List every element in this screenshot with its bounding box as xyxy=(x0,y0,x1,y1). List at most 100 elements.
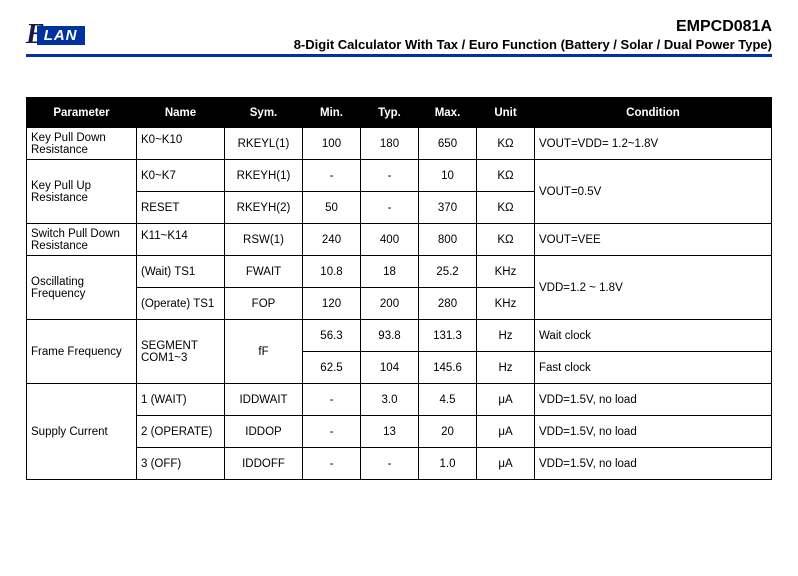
cell-name: SEGMENT COM1~3 xyxy=(137,320,225,384)
cell-typ: 104 xyxy=(361,352,419,384)
tagline: 8-Digit Calculator With Tax / Euro Funct… xyxy=(93,37,772,52)
header-titles: EMPCD081A 8-Digit Calculator With Tax / … xyxy=(93,18,772,52)
cell-unit: KHz xyxy=(477,256,535,288)
cell-min: - xyxy=(303,416,361,448)
cell-cond: Fast clock xyxy=(535,352,772,384)
cell-name: (Wait) TS1 xyxy=(137,256,225,288)
cell-cond: VDD=1.5V, no load xyxy=(535,384,772,416)
cell-max: 800 xyxy=(419,224,477,256)
cell-min: 10.8 xyxy=(303,256,361,288)
cell-unit: KΩ xyxy=(477,192,535,224)
logo-block-text: LAN xyxy=(37,26,85,45)
cell-typ: 180 xyxy=(361,128,419,160)
spec-table: Parameter Name Sym. Min. Typ. Max. Unit … xyxy=(26,97,772,480)
cell-min: 50 xyxy=(303,192,361,224)
cell-name: (Operate) TS1 xyxy=(137,288,225,320)
th-max: Max. xyxy=(419,98,477,128)
cell-sym: RKEYL(1) xyxy=(225,128,303,160)
cell-sym: IDDWAIT xyxy=(225,384,303,416)
cell-max: 145.6 xyxy=(419,352,477,384)
cell-typ: 13 xyxy=(361,416,419,448)
cell-param: Supply Current xyxy=(27,384,137,480)
cell-name: 1 (WAIT) xyxy=(137,384,225,416)
cell-cond: VOUT=VDD= 1.2~1.8V xyxy=(535,128,772,160)
cell-unit: μA xyxy=(477,448,535,480)
cell-param: Frame Frequency xyxy=(27,320,137,384)
cell-param: Key Pull Up Resistance xyxy=(27,160,137,224)
th-condition: Condition xyxy=(535,98,772,128)
table-row: Oscillating Frequency (Wait) TS1 FWAIT 1… xyxy=(27,256,772,288)
cell-max: 25.2 xyxy=(419,256,477,288)
cell-name: K0~K10 xyxy=(137,128,225,160)
cell-max: 650 xyxy=(419,128,477,160)
cell-min: 56.3 xyxy=(303,320,361,352)
cell-min: - xyxy=(303,384,361,416)
th-unit: Unit xyxy=(477,98,535,128)
cell-cond: Wait clock xyxy=(535,320,772,352)
cell-min: 62.5 xyxy=(303,352,361,384)
cell-typ: 200 xyxy=(361,288,419,320)
page-header: E LAN EMPCD081A 8-Digit Calculator With … xyxy=(26,18,772,57)
cell-unit: μA xyxy=(477,384,535,416)
cell-unit: KΩ xyxy=(477,224,535,256)
cell-param: Switch Pull Down Resistance xyxy=(27,224,137,256)
table-header-row: Parameter Name Sym. Min. Typ. Max. Unit … xyxy=(27,98,772,128)
cell-typ: - xyxy=(361,192,419,224)
cell-unit: μA xyxy=(477,416,535,448)
cell-name: K11~K14 xyxy=(137,224,225,256)
cell-min: - xyxy=(303,448,361,480)
cell-max: 280 xyxy=(419,288,477,320)
cell-max: 10 xyxy=(419,160,477,192)
cell-sym: fF xyxy=(225,320,303,384)
cell-param: Oscillating Frequency xyxy=(27,256,137,320)
cell-max: 1.0 xyxy=(419,448,477,480)
cell-name: RESET xyxy=(137,192,225,224)
cell-unit: KΩ xyxy=(477,128,535,160)
cell-unit: KΩ xyxy=(477,160,535,192)
cell-typ: - xyxy=(361,448,419,480)
table-row: Supply Current 1 (WAIT) IDDWAIT - 3.0 4.… xyxy=(27,384,772,416)
th-typ: Typ. xyxy=(361,98,419,128)
cell-cond: VOUT=0.5V xyxy=(535,160,772,224)
table-row: Key Pull Up Resistance K0~K7 RKEYH(1) - … xyxy=(27,160,772,192)
cell-sym: FWAIT xyxy=(225,256,303,288)
cell-cond: VDD=1.2 ~ 1.8V xyxy=(535,256,772,320)
cell-name: 2 (OPERATE) xyxy=(137,416,225,448)
table-row: 2 (OPERATE) IDDOP - 13 20 μA VDD=1.5V, n… xyxy=(27,416,772,448)
table-row: Frame Frequency SEGMENT COM1~3 fF 56.3 9… xyxy=(27,320,772,352)
cell-typ: 93.8 xyxy=(361,320,419,352)
cell-param: Key Pull Down Resistance xyxy=(27,128,137,160)
cell-max: 4.5 xyxy=(419,384,477,416)
th-name: Name xyxy=(137,98,225,128)
brand-logo: E LAN xyxy=(26,19,85,52)
table-row: Switch Pull Down Resistance K11~K14 RSW(… xyxy=(27,224,772,256)
cell-sym: IDDOFF xyxy=(225,448,303,480)
cell-typ: 3.0 xyxy=(361,384,419,416)
cell-min: 240 xyxy=(303,224,361,256)
cell-min: 100 xyxy=(303,128,361,160)
part-number: EMPCD081A xyxy=(93,18,772,36)
cell-sym: RKEYH(2) xyxy=(225,192,303,224)
cell-max: 20 xyxy=(419,416,477,448)
cell-unit: Hz xyxy=(477,320,535,352)
cell-sym: FOP xyxy=(225,288,303,320)
cell-name: K0~K7 xyxy=(137,160,225,192)
cell-cond: VDD=1.5V, no load xyxy=(535,448,772,480)
cell-typ: 400 xyxy=(361,224,419,256)
th-parameter: Parameter xyxy=(27,98,137,128)
cell-typ: 18 xyxy=(361,256,419,288)
cell-min: 120 xyxy=(303,288,361,320)
th-min: Min. xyxy=(303,98,361,128)
cell-name: 3 (OFF) xyxy=(137,448,225,480)
table-row: Key Pull Down Resistance K0~K10 RKEYL(1)… xyxy=(27,128,772,160)
cell-sym: IDDOP xyxy=(225,416,303,448)
table-row: 3 (OFF) IDDOFF - - 1.0 μA VDD=1.5V, no l… xyxy=(27,448,772,480)
cell-max: 370 xyxy=(419,192,477,224)
cell-cond: VDD=1.5V, no load xyxy=(535,416,772,448)
cell-cond: VOUT=VEE xyxy=(535,224,772,256)
cell-sym: RKEYH(1) xyxy=(225,160,303,192)
cell-typ: - xyxy=(361,160,419,192)
cell-min: - xyxy=(303,160,361,192)
th-sym: Sym. xyxy=(225,98,303,128)
cell-unit: KHz xyxy=(477,288,535,320)
